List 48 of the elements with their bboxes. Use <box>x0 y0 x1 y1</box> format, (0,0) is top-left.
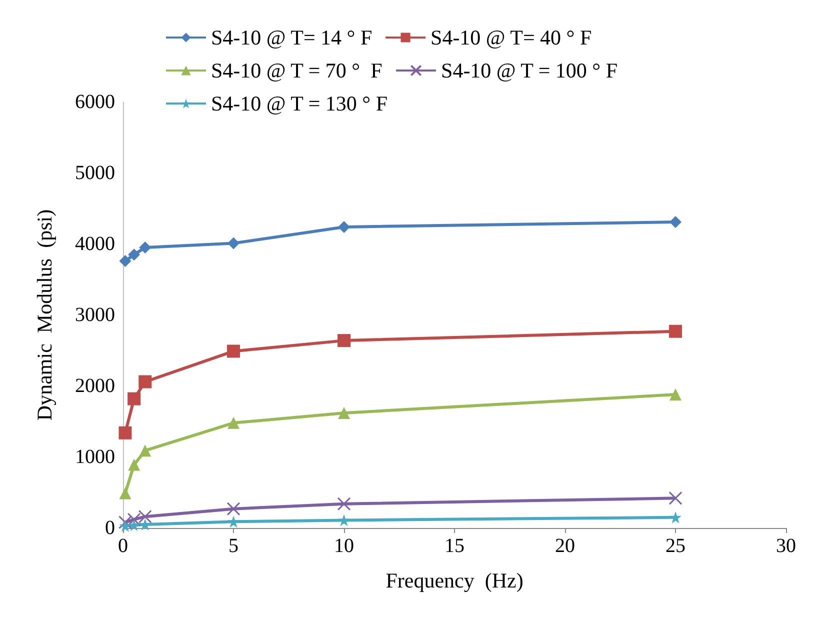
point <box>338 334 350 348</box>
point <box>119 255 132 268</box>
point <box>119 487 132 500</box>
y-tick-label: 5000 <box>75 162 115 184</box>
y-axis-title: Dynamic Modulus (psi) <box>32 209 56 421</box>
x-tick-label: 10 <box>334 535 354 557</box>
point <box>670 216 682 228</box>
legend-label: S4-10 @ T = 100 ° F <box>441 58 618 82</box>
point <box>228 416 240 429</box>
point <box>138 510 152 524</box>
y-tick-label: 6000 <box>75 91 115 113</box>
point <box>118 426 132 440</box>
x-tick-label: 30 <box>776 535 796 557</box>
point <box>338 220 350 233</box>
point <box>226 502 240 516</box>
point <box>670 511 682 524</box>
point <box>128 519 140 532</box>
point <box>128 458 140 471</box>
x-tick-label: 5 <box>228 535 238 557</box>
point <box>128 248 140 261</box>
point <box>118 516 132 530</box>
point <box>228 516 240 528</box>
point <box>227 344 240 358</box>
y-tick-label: 0 <box>105 517 115 539</box>
x-tick-label: 15 <box>444 535 464 557</box>
x-tick-label: 20 <box>555 535 575 557</box>
y-tick-label: 4000 <box>75 233 115 255</box>
legend-label: S4-10 @ T = 130 ° F <box>211 92 388 116</box>
legend-label: S4-10 @ T = 70 ° F <box>211 58 382 82</box>
point <box>228 237 240 250</box>
point <box>139 242 152 254</box>
legend-label: S4-10 @ T= 40 ° F <box>430 26 592 50</box>
point <box>128 392 141 406</box>
point <box>127 512 141 526</box>
point <box>139 444 152 457</box>
point <box>338 406 350 419</box>
point <box>338 514 350 526</box>
point <box>337 497 351 511</box>
point <box>668 491 682 505</box>
x-tick-label: 25 <box>666 535 686 557</box>
point <box>138 375 152 388</box>
x-axis-title: Frequency (Hz) <box>386 568 524 592</box>
y-tick-label: 1000 <box>75 446 115 468</box>
y-tick-label: 2000 <box>75 375 115 397</box>
y-tick-label: 3000 <box>75 304 115 326</box>
point <box>670 388 682 401</box>
point <box>669 324 682 338</box>
legend-label: S4-10 @ T= 14 ° F <box>211 26 372 50</box>
